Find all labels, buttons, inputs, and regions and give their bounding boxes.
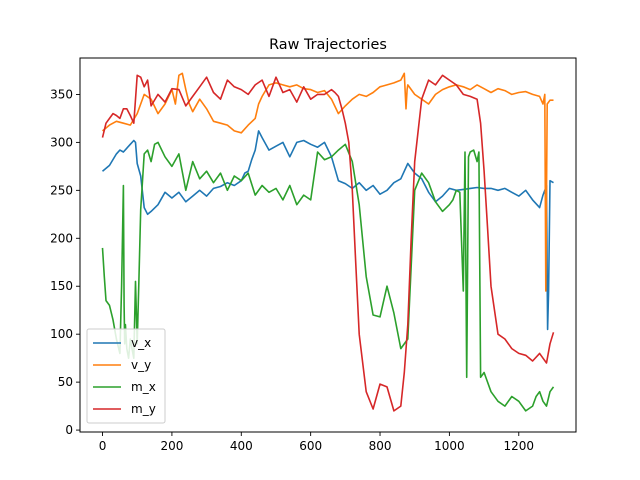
legend-box (86, 328, 166, 424)
plot-frame (79, 57, 577, 433)
series-layer (101, 72, 555, 412)
x-tick-label: 1000 (434, 439, 465, 453)
legend: v_x v_y m_x m_y (86, 328, 166, 424)
x-tick-label: 0 (99, 439, 107, 453)
y-tick-label: 200 (50, 231, 73, 245)
y-tick-label: 350 (50, 87, 73, 101)
series-line-v_y (101, 72, 554, 292)
x-tick-label: 800 (369, 439, 392, 453)
chart-title: Raw Trajectories (269, 37, 387, 53)
y-tick-label: 100 (50, 327, 73, 341)
y-axis: 0 50 100 150 200 250 300 350 (50, 87, 80, 437)
y-tick-label: 0 (65, 423, 73, 437)
series-line-v_x (101, 130, 554, 331)
legend-label-v_y: v_y (131, 358, 151, 372)
x-tick-label: 400 (230, 439, 253, 453)
legend-label-v_x: v_x (131, 336, 151, 350)
y-tick-label: 150 (50, 279, 73, 293)
series-line-m_x (101, 141, 555, 412)
series-line-m_y (101, 74, 555, 412)
y-tick-label: 250 (50, 183, 73, 197)
x-axis: 0 200 400 600 800 1000 1200 (99, 432, 534, 453)
legend-label-m_y: m_y (131, 402, 156, 416)
y-tick-label: 50 (58, 375, 73, 389)
legend-label-m_x: m_x (131, 380, 156, 394)
x-tick-label: 600 (299, 439, 322, 453)
x-tick-label: 1200 (503, 439, 534, 453)
x-tick-label: 200 (160, 439, 183, 453)
y-tick-label: 300 (50, 135, 73, 149)
